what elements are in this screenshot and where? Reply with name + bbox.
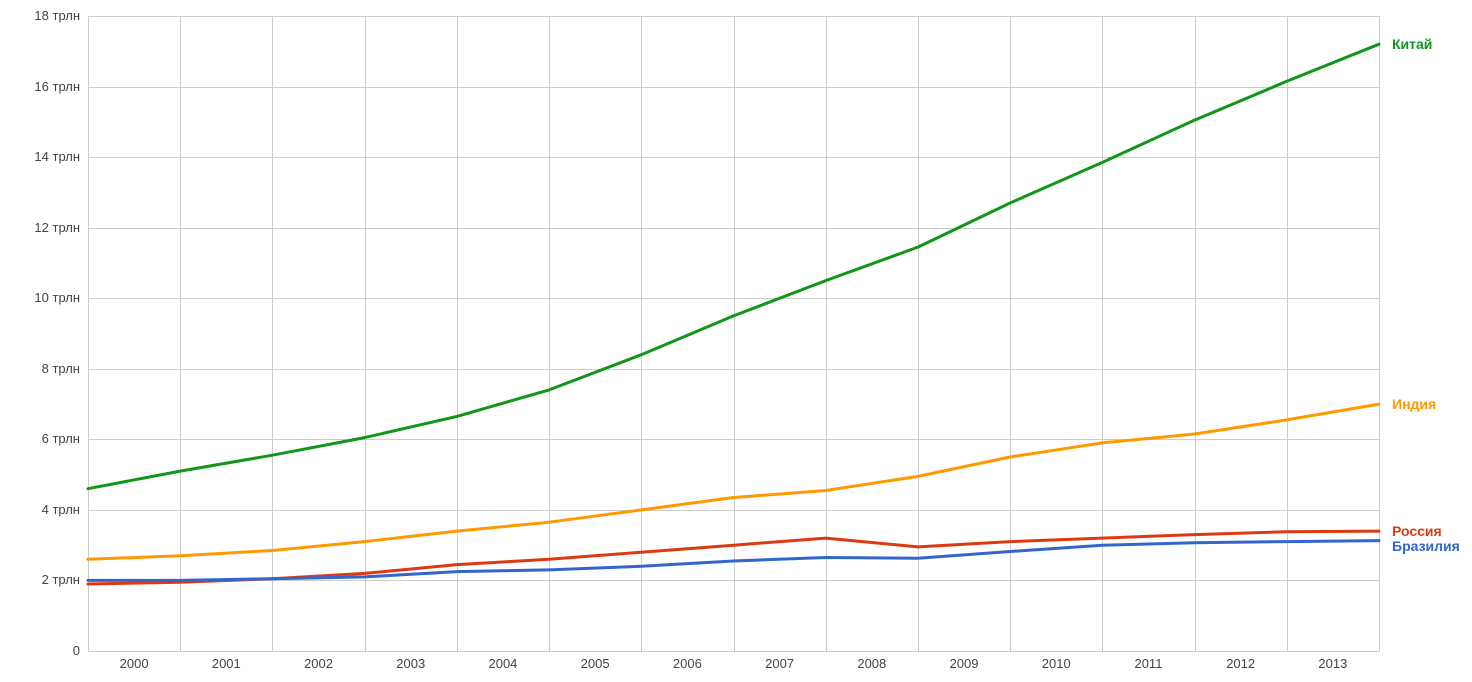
x-tick-label-2000: 2000	[119, 656, 149, 671]
series-line-russia[interactable]	[86, 529, 1381, 586]
x-tick-label-2013: 2013	[1318, 656, 1348, 671]
y-tick-label-16: 16 трлн	[34, 78, 80, 94]
series-label-russia[interactable]: Россия	[1392, 522, 1442, 539]
y-tick-label-14: 14 трлн	[34, 149, 80, 165]
y-tick-label-2: 2 трлн	[41, 572, 80, 588]
series-line-china[interactable]	[86, 42, 1381, 491]
x-tick-label-2004: 2004	[488, 656, 518, 671]
x-tick-label-2010: 2010	[1041, 656, 1071, 671]
x-tick-label-2002: 2002	[304, 656, 333, 671]
y-tick-label-6: 6 трлн	[41, 431, 80, 447]
y-tick-label-8: 8 трлн	[41, 360, 80, 376]
series-label-brazil[interactable]: Бразилия	[1392, 537, 1460, 554]
series-label-india[interactable]: Индия	[1392, 395, 1437, 412]
y-tick-label-4: 4 трлн	[41, 501, 80, 517]
series-line-india[interactable]	[86, 402, 1381, 561]
x-tick-label-2008: 2008	[857, 656, 887, 671]
x-tick-label-2009: 2009	[949, 656, 979, 671]
series-line-brazil[interactable]	[86, 539, 1381, 582]
y-tick-label-0: 0	[72, 643, 80, 658]
y-tick-label-12: 12 трлн	[34, 219, 80, 235]
x-tick-label-2012: 2012	[1226, 656, 1256, 671]
x-tick-label-2003: 2003	[396, 656, 426, 671]
x-tick-label-2001: 2001	[211, 656, 241, 671]
x-tick-label-2006: 2006	[672, 656, 702, 671]
x-tick-label-2005: 2005	[580, 656, 610, 671]
x-tick-label-2011: 2011	[1134, 656, 1163, 671]
series-label-china[interactable]: Китай	[1392, 35, 1433, 52]
y-tick-label-10: 10 трлн	[34, 290, 80, 306]
x-tick-label-2007: 2007	[765, 656, 795, 671]
y-tick-label-18: 18 трлн	[34, 8, 80, 23]
